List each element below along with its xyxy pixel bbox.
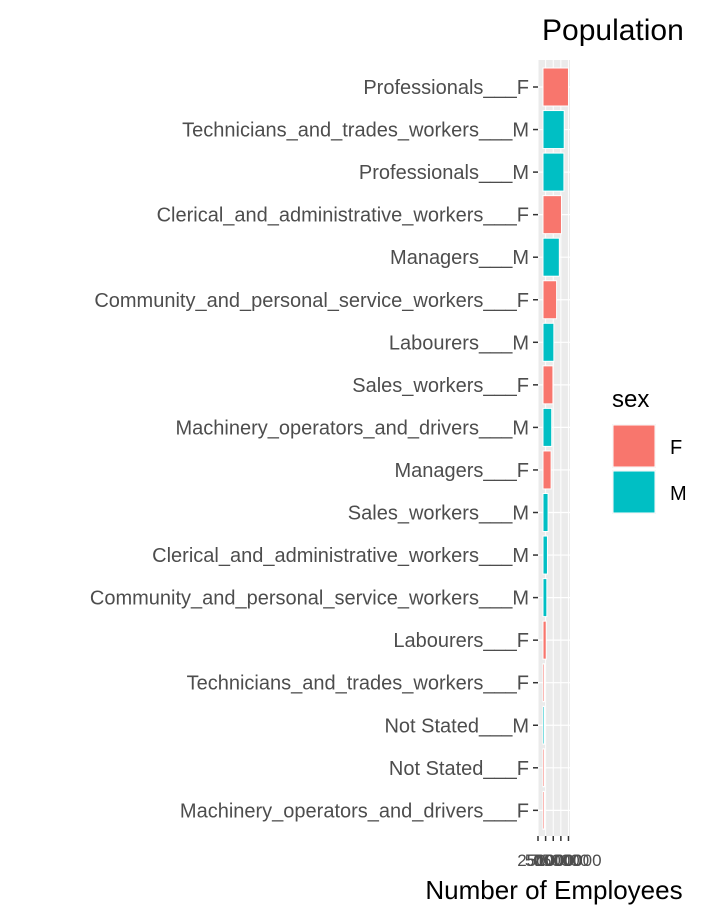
x-tick-label: 0 — [533, 851, 542, 870]
bar — [542, 110, 565, 150]
y-tick-label: Clerical_and_administrative_workers___F — [157, 205, 529, 227]
legend-items: FM — [612, 424, 687, 514]
x-axis-title: Number of Employees — [425, 875, 682, 905]
x-tick-label: 500000 — [525, 851, 582, 870]
x-tick-label: 1000000 — [535, 851, 601, 870]
y-tick-label: Professionals___M — [359, 162, 529, 184]
y-tick-label: Community_and_personal_service_workers__… — [90, 588, 529, 610]
bar — [542, 620, 547, 660]
legend: sex FM — [612, 386, 687, 514]
legend-label: M — [670, 483, 687, 505]
bar — [542, 663, 545, 703]
x-tick-label: 750000 — [532, 851, 589, 870]
bar — [542, 578, 548, 618]
bar — [542, 280, 558, 320]
bars — [542, 67, 569, 830]
bar — [542, 322, 555, 362]
bar — [542, 365, 554, 405]
y-tick-label: Community_and_personal_service_workers__… — [94, 290, 529, 312]
bar — [542, 493, 549, 532]
y-tick-label: Machinery_operators_and_drivers___F — [180, 800, 529, 822]
y-tick-label: Clerical_and_administrative_workers___M — [152, 545, 529, 567]
legend-swatch — [612, 470, 656, 514]
y-tick-label: Labourers___F — [393, 630, 529, 652]
bar — [542, 152, 565, 192]
y-tick-label: Technicians_and_trades_workers___F — [187, 673, 529, 695]
y-tick-label: Managers___F — [394, 460, 529, 482]
y-tick-label: Sales_workers___M — [348, 503, 529, 525]
bar — [542, 195, 562, 235]
y-tick-label: Technicians_and_trades_workers___M — [182, 120, 529, 142]
bar — [542, 790, 545, 830]
y-tick-label: Not Stated___M — [384, 715, 529, 737]
bar — [542, 407, 553, 447]
y-tick-label: Labourers___M — [389, 332, 529, 354]
y-tick-label: Not Stated___F — [389, 758, 529, 780]
chart-title: Population — [542, 14, 684, 47]
y-tick-label: Managers___M — [390, 247, 529, 269]
y-tick-label: Machinery_operators_and_drivers___M — [175, 417, 529, 439]
legend-title: sex — [612, 386, 649, 413]
bar — [542, 535, 548, 575]
y-tick-label: Sales_workers___F — [352, 375, 529, 397]
legend-label: F — [670, 437, 682, 459]
bar — [542, 237, 560, 277]
legend-swatch — [612, 424, 656, 468]
y-tick-label: Professionals___F — [363, 77, 529, 99]
x-tick-label: 250000 — [517, 851, 574, 870]
bar — [542, 67, 569, 107]
y-axis-labels: Professionals___F Technicians_and_trades_… — [90, 77, 538, 822]
bar — [542, 450, 552, 490]
bar — [542, 748, 545, 788]
bar — [542, 705, 545, 745]
